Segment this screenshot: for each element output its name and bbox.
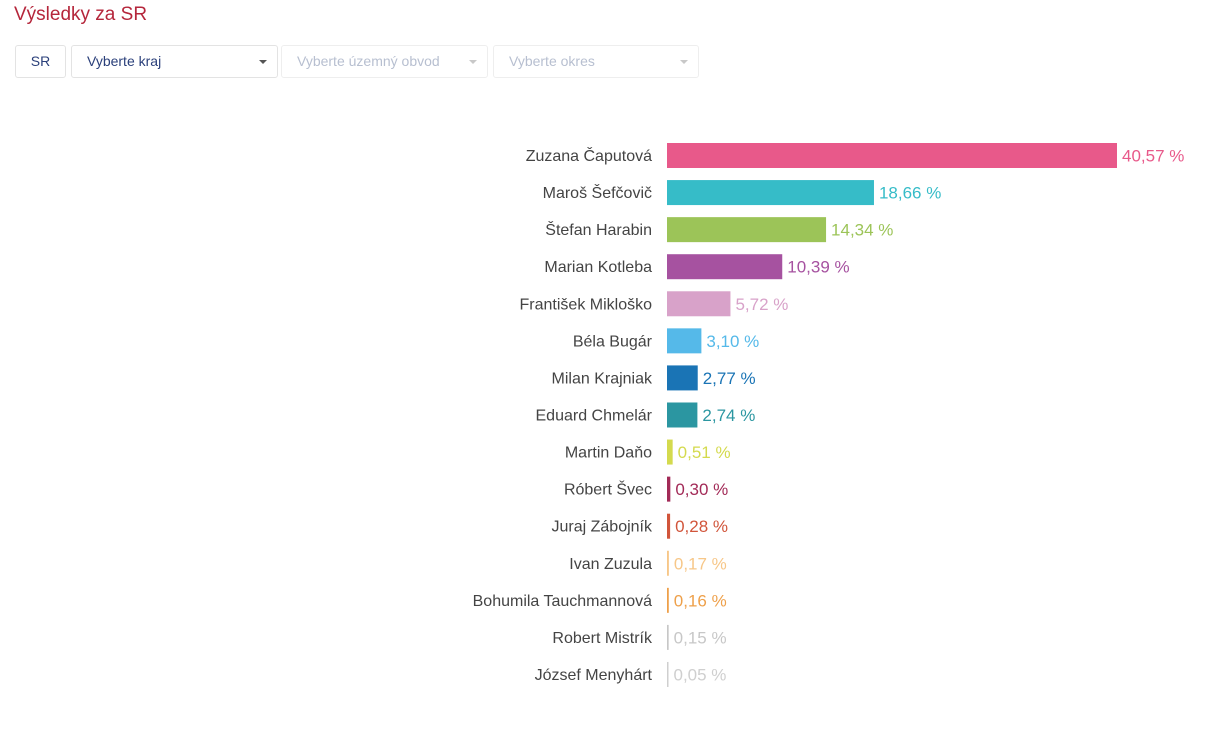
result-bar[interactable] <box>667 661 669 687</box>
result-bar[interactable] <box>667 624 669 650</box>
sr-button[interactable]: SR <box>15 45 66 78</box>
value-label: 40,57 % <box>1122 147 1184 166</box>
value-label: 0,28 % <box>675 517 728 536</box>
result-bar[interactable] <box>667 254 783 280</box>
candidate-label: František Mikloško <box>520 296 653 313</box>
result-bar[interactable] <box>667 217 827 243</box>
candidate-label: Eduard Chmelár <box>536 407 653 424</box>
value-label: 5,72 % <box>735 295 788 314</box>
candidate-label: Róbert Švec <box>564 480 652 499</box>
result-bar[interactable] <box>667 513 671 539</box>
candidate-label: Juraj Zábojník <box>552 519 653 536</box>
value-label: 0,05 % <box>674 665 727 684</box>
value-label: 3,10 % <box>706 332 759 351</box>
county-select: Vyberte okres <box>493 45 699 78</box>
result-bar[interactable] <box>667 180 874 206</box>
value-label: 0,30 % <box>675 480 728 499</box>
candidate-label: Milan Krajniak <box>552 370 653 387</box>
result-bar[interactable] <box>667 476 671 502</box>
candidate-label: Béla Bugár <box>573 333 653 350</box>
candidate-label: Marian Kotleba <box>544 259 652 276</box>
candidate-label: Štefan Harabin <box>545 220 652 239</box>
result-bar[interactable] <box>667 439 673 465</box>
value-label: 10,39 % <box>787 258 849 277</box>
district-area-select-value: Vyberte územný obvod <box>297 53 440 69</box>
result-bar[interactable] <box>667 587 669 613</box>
chevron-down-icon <box>469 60 477 64</box>
value-label: 18,66 % <box>879 184 941 203</box>
page-title: Výsledky za SR <box>14 4 148 25</box>
value-label: 0,51 % <box>678 443 731 462</box>
district-area-select: Vyberte územný obvod <box>281 45 488 78</box>
value-label: 2,74 % <box>702 406 755 425</box>
candidate-label: József Menyhárt <box>535 667 653 684</box>
value-label: 14,34 % <box>831 221 893 240</box>
result-bar[interactable] <box>667 550 669 576</box>
candidate-label: Maroš Šefčovič <box>543 183 652 202</box>
result-bar[interactable] <box>667 328 702 354</box>
candidate-label: Martin Daňo <box>565 445 652 462</box>
result-bar[interactable] <box>667 402 698 428</box>
result-bar[interactable] <box>667 143 1117 168</box>
chevron-down-icon <box>680 60 688 64</box>
candidate-label: Ivan Zuzula <box>569 556 652 573</box>
candidate-label: Zuzana Čaputová <box>526 146 652 165</box>
candidate-label: Robert Mistrík <box>552 630 653 647</box>
value-label: 0,15 % <box>674 628 727 647</box>
value-label: 0,16 % <box>674 591 727 610</box>
chevron-down-icon <box>259 60 267 64</box>
result-bar[interactable] <box>667 291 731 317</box>
value-label: 0,17 % <box>674 554 727 573</box>
region-select[interactable]: Vyberte kraj <box>71 45 278 78</box>
value-label: 2,77 % <box>703 369 756 388</box>
region-select-value: Vyberte kraj <box>87 53 162 69</box>
result-bar[interactable] <box>667 365 698 391</box>
county-select-value: Vyberte okres <box>509 53 595 69</box>
candidate-label: Bohumila Tauchmannová <box>473 593 652 610</box>
